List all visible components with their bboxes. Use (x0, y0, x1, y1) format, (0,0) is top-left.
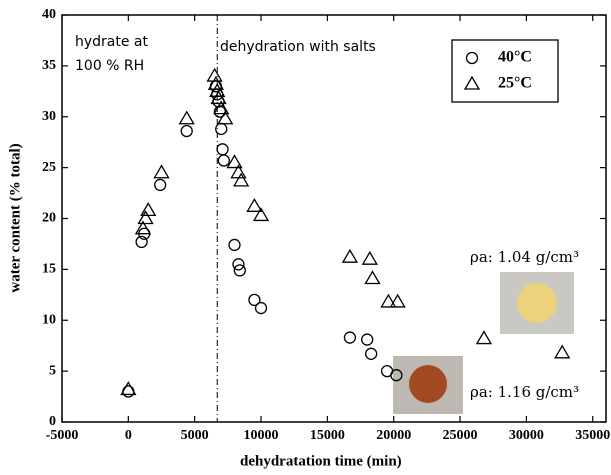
marker (362, 334, 373, 345)
y-tick-label: 5 (49, 363, 56, 378)
marker (155, 179, 166, 190)
marker (391, 295, 405, 307)
annotation: ρa: 1.16 g/cm³ (470, 383, 579, 401)
y-tick-label: 0 (49, 414, 56, 429)
marker (256, 303, 267, 314)
marker (229, 239, 240, 250)
x-tick-label: 30000 (509, 428, 544, 443)
x-tick-label: -5000 (46, 428, 79, 443)
marker (218, 155, 229, 166)
x-tick-label: 0 (125, 428, 132, 443)
legend-label: 25°C (498, 75, 532, 92)
y-tick-label: 20 (42, 211, 56, 226)
marker (141, 203, 155, 215)
sample-disc (517, 283, 557, 323)
marker (344, 332, 355, 343)
x-axis-label: dehydratation time (min) (240, 453, 402, 469)
y-tick-label: 35 (42, 58, 56, 73)
annotation: dehydration with salts (220, 39, 376, 55)
marker (366, 348, 377, 359)
x-tick-label: 35000 (575, 428, 610, 443)
marker (181, 125, 192, 136)
x-tick-label: 25000 (443, 428, 478, 443)
marker (477, 332, 491, 344)
marker (234, 174, 248, 186)
y-tick-label: 25 (42, 160, 56, 175)
x-tick-label: 10000 (244, 428, 279, 443)
marker (555, 346, 569, 358)
y-tick-label: 30 (42, 109, 56, 124)
marker (381, 295, 395, 307)
x-tick-label: 5000 (181, 428, 209, 443)
legend-label: 40°C (498, 49, 532, 66)
marker (343, 250, 357, 262)
x-tick-label: 15000 (310, 428, 345, 443)
y-tick-label: 15 (42, 262, 56, 277)
y-tick-label: 40 (42, 7, 56, 22)
annotation: ρa: 1.04 g/cm³ (470, 248, 579, 266)
chart: dehydratation time (min) water content (… (0, 0, 611, 475)
marker (363, 252, 377, 264)
sample-disc (409, 365, 447, 403)
x-tick-label: 20000 (376, 428, 411, 443)
annotation: 100 % RH (75, 58, 144, 74)
marker (365, 272, 379, 284)
marker (180, 112, 194, 124)
marker (123, 386, 134, 397)
marker (155, 166, 169, 178)
marker (217, 144, 228, 155)
y-axis-label: water content (% total) (7, 143, 23, 292)
y-tick-label: 10 (42, 312, 56, 327)
annotation: hydrate at (75, 34, 149, 50)
marker (234, 265, 245, 276)
marker (139, 212, 153, 224)
marker (247, 199, 261, 211)
